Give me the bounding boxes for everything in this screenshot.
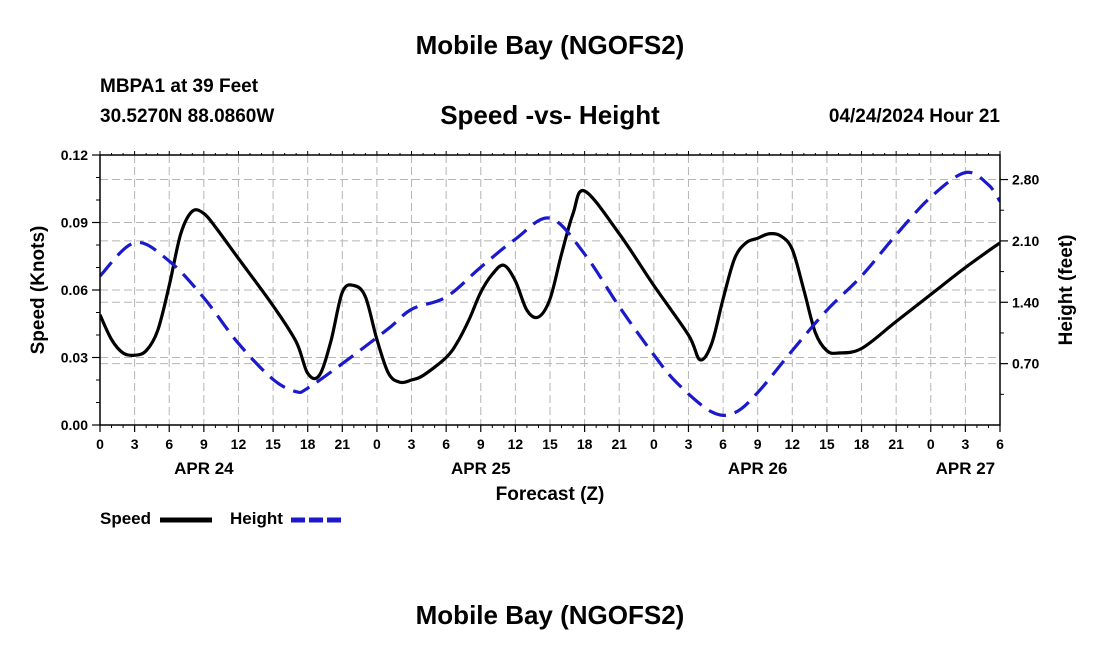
station-label: MBPA1 at 39 Feet [100,76,259,97]
legend-label-height: Height [230,509,283,528]
series [100,170,1000,417]
y2-axis-title: Height (feet) [1056,235,1077,346]
y-tick-label: 0.03 [61,350,88,366]
x-tick-label: 3 [131,436,139,452]
x-tick-label: 15 [265,436,281,452]
y2-tick-label: 2.10 [1012,233,1039,249]
x-tick-label: 0 [96,436,104,452]
grid [100,155,1000,425]
forecast-date: 04/24/2024 Hour 21 [828,106,1000,127]
x-tick-label: 12 [231,436,247,452]
y2-tick-label: 2.80 [1012,172,1039,188]
y2-tick-label: 1.40 [1012,294,1039,310]
x-axis-title: Forecast (Z) [496,484,605,505]
x-date-label: APR 27 [936,459,996,478]
page-title: Mobile Bay (NGOFS2) [415,30,685,60]
plot-frame [99,154,1001,426]
station-coordinates: 30.5270N 88.0860W [100,106,275,127]
x-tick-label: 18 [300,436,316,452]
x-tick-label: 21 [335,436,351,452]
y-tick-label: 0.12 [61,147,88,163]
x-date-label: APR 26 [728,459,788,478]
x-tick-label: 3 [408,436,416,452]
x-tick-label: 0 [373,436,381,452]
x-tick-label: 15 [542,436,558,452]
x-tick-label: 12 [508,436,524,452]
x-tick-label: 15 [819,436,835,452]
x-tick-label: 9 [477,436,485,452]
x-tick-label: 18 [577,436,593,452]
x-tick-label: 6 [996,436,1004,452]
x-tick-label: 18 [854,436,870,452]
x-tick-label: 21 [611,436,627,452]
y-tick-label: 0.00 [61,417,88,433]
x-tick-label: 12 [785,436,801,452]
y-tick-label: 0.09 [61,215,88,231]
series-line-speed [100,188,1000,385]
y-axis-title: Speed (Knots) [28,226,49,355]
x-date-label: APR 25 [451,459,511,478]
x-tick-label: 6 [442,436,450,452]
x-tick-label: 0 [650,436,658,452]
x-tick-label: 3 [961,436,969,452]
legend-label-speed: Speed [100,509,151,528]
chart-title: Speed -vs- Height [440,100,660,130]
x-tick-label: 6 [719,436,727,452]
page-title-bottom: Mobile Bay (NGOFS2) [415,600,685,630]
legend: Speed Height [100,509,343,528]
axis-labels: 0.00 0.03 0.06 0.09 0.12 0.70 1.40 2.10 2.80 0 3 6 9… [28,147,1077,505]
series-line-height [100,170,1000,417]
y-tick-label: 0.06 [61,282,88,298]
x-date-label: APR 24 [174,459,234,478]
x-tick-label: 3 [685,436,693,452]
x-tick-label: 9 [754,436,762,452]
x-tick-label: 6 [165,436,173,452]
y2-tick-label: 0.70 [1012,356,1039,372]
x-tick-label: 21 [888,436,904,452]
x-tick-label: 9 [200,436,208,452]
x-tick-label: 0 [927,436,935,452]
